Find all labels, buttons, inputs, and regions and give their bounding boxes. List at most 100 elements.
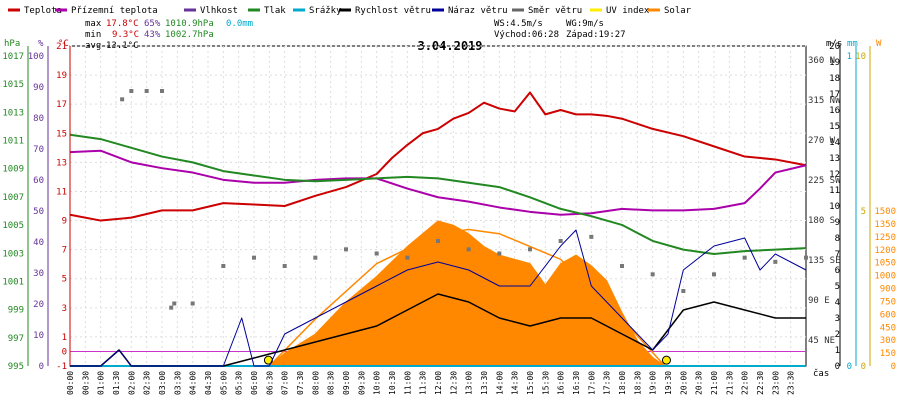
tick-ms: 9 [835, 218, 840, 228]
tick-celsius: 15 [56, 129, 67, 139]
tick-ms: 6 [835, 266, 840, 276]
wind-direction-point [773, 259, 778, 264]
axis-label-ms: m/s [826, 39, 842, 49]
tick-celsius: 19 [56, 71, 67, 81]
wind-direction-point [620, 264, 624, 268]
tick-solar: 1000 [874, 272, 896, 282]
tick-celsius: -1 [56, 362, 67, 372]
tick-ms: 17 [829, 90, 840, 100]
tick-percent: 40 [33, 238, 44, 248]
axis-label-celsius: °C [58, 39, 69, 49]
tick-x: 08:00 [311, 371, 320, 395]
tick-celsius: 17 [56, 100, 67, 110]
wind-direction-point [120, 97, 125, 102]
tick-x: 15:30 [541, 371, 550, 395]
tick-x: 17:30 [603, 371, 612, 395]
tick-x: 16:00 [557, 371, 566, 395]
tick-x: 05:30 [235, 371, 244, 395]
tick-ms: 19 [829, 58, 840, 68]
legend-label: UV index [606, 6, 650, 16]
tick-direction: 180 S [808, 216, 835, 226]
tick-percent: 30 [33, 269, 44, 279]
tick-solar: 1250 [874, 233, 896, 243]
solar-theoretical-curve [268, 228, 666, 367]
wind-info: WS:4.5m/s WG:9m/s Východ:06:28 Západ:19:… [494, 19, 626, 40]
wind-speed-avg: WS:4.5m/s [494, 19, 543, 29]
tick-solar: 900 [880, 285, 896, 295]
tick-uv: 0 [861, 362, 866, 372]
axis-label-solar: W [876, 39, 882, 49]
tick-hpa: 999 [8, 306, 24, 316]
tick-ms: 12 [829, 170, 840, 180]
tick-celsius: 11 [56, 187, 67, 197]
tick-uv: 5 [861, 207, 866, 217]
tick-x: 02:00 [127, 371, 136, 395]
series-line [70, 229, 807, 367]
tick-x: 14:30 [511, 371, 520, 395]
tick-percent: 10 [33, 331, 44, 341]
wind-direction-point [742, 255, 747, 260]
tick-x: 09:30 [357, 371, 366, 395]
tick-ms: 5 [835, 282, 840, 292]
tick-x: 12:00 [434, 371, 443, 395]
legend-label: Teplota [24, 6, 62, 16]
tick-celsius: 13 [56, 158, 67, 168]
wind-direction-point [558, 239, 563, 243]
tick-solar: 0 [891, 362, 896, 372]
tick-x: 11:30 [419, 371, 428, 395]
tick-hpa: 1007 [2, 193, 24, 203]
tick-x: 13:30 [480, 371, 489, 395]
wind-direction-point [804, 255, 808, 260]
tick-ms: 4 [835, 298, 840, 308]
tick-ms: 11 [829, 186, 840, 196]
wind-direction-point [221, 264, 226, 268]
legend-label: Směr větru [528, 6, 582, 16]
wind-direction-point [129, 89, 134, 93]
tick-x: 03:00 [158, 371, 167, 395]
axis-label-percent: % [38, 39, 44, 49]
wind-direction-point [466, 247, 471, 252]
stat-max-temp: 17.8°C [106, 19, 139, 29]
tick-uv: 10 [855, 52, 866, 62]
stat-min-temp: 9.3°C [112, 30, 139, 40]
tick-x: 07:30 [296, 371, 305, 395]
x-axis-label: čas [813, 368, 829, 379]
legend-label: Tlak [264, 6, 286, 16]
tick-x: 05:00 [219, 371, 228, 395]
tick-hpa: 1011 [2, 137, 24, 147]
tick-hpa: 997 [8, 334, 24, 344]
wind-direction-point [160, 89, 164, 93]
tick-solar: 300 [880, 336, 896, 346]
tick-ms: 8 [835, 234, 840, 244]
tick-x: 18:30 [633, 371, 642, 395]
tick-percent: 60 [33, 176, 44, 186]
tick-ms: 0 [835, 362, 840, 372]
tick-percent: 50 [33, 207, 44, 217]
wind-direction-point [252, 255, 256, 260]
tick-ms: 1 [835, 346, 840, 356]
tick-ms: 10 [829, 202, 840, 212]
tick-x: 22:30 [756, 371, 765, 395]
series-layer [69, 89, 808, 367]
tick-x: 10:30 [388, 371, 397, 395]
tick-mm: 0 [847, 362, 852, 372]
tick-solar: 450 [880, 323, 896, 333]
tick-x: 09:00 [342, 371, 351, 395]
wind-direction-point [650, 272, 655, 277]
legend-label: Přízemní teplota [71, 6, 158, 16]
tick-hpa: 1013 [2, 108, 24, 118]
tick-celsius: 3 [62, 304, 67, 314]
wind-direction-point [405, 255, 410, 260]
tick-x: 18:00 [618, 371, 627, 395]
legend: Teplota Přízemní teplota Vlhkost Tlak Srážky… [8, 6, 692, 16]
tick-ms: 15 [829, 122, 840, 132]
wind-direction-point [172, 301, 177, 306]
wind-direction-point [712, 272, 716, 277]
tick-x: 00:30 [81, 371, 90, 395]
tick-x: 06:00 [250, 371, 259, 395]
tick-celsius: 5 [62, 275, 67, 285]
tick-x: 21:30 [725, 371, 734, 395]
tick-x: 07:00 [281, 371, 290, 395]
